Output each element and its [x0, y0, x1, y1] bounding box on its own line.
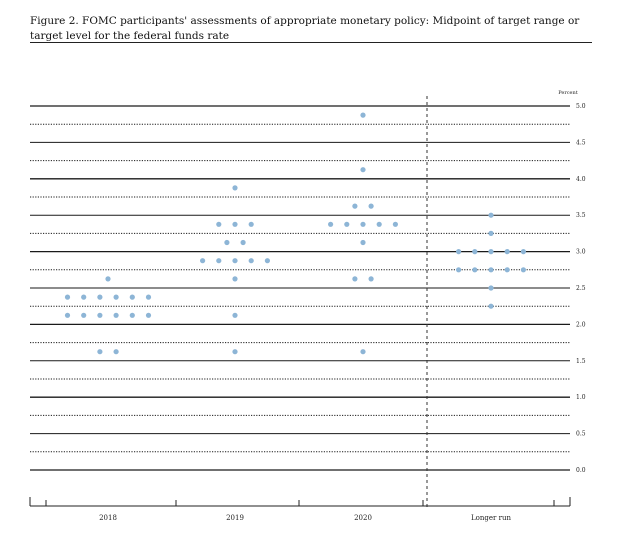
- dot-mark: [344, 221, 350, 227]
- dot-mark: [248, 221, 254, 227]
- dot-mark: [240, 239, 246, 246]
- dot-mark: [392, 221, 398, 227]
- dot-mark: [488, 230, 494, 236]
- dot-mark: [81, 312, 87, 318]
- dot-mark: [232, 349, 238, 355]
- dot-mark: [232, 312, 238, 318]
- dot-mark: [113, 312, 119, 318]
- dot-mark: [352, 276, 358, 282]
- y-tick-label: 4.0: [576, 176, 586, 183]
- figure-title-block: Figure 2. FOMC participants' assessments…: [30, 14, 590, 44]
- dot-mark: [456, 267, 462, 273]
- x-tick-label: 2019: [226, 514, 244, 522]
- dot-mark: [352, 203, 358, 209]
- dot-mark: [456, 249, 462, 255]
- y-tick-labels: 5.0 4.5 4.0 3.5 3.0 2.5 2.0 1.5 1.0 0.5 0.0: [576, 103, 586, 474]
- y-tick-label: 0.0: [576, 467, 586, 474]
- x-tick-label: 2018: [99, 514, 117, 522]
- dot-mark: [328, 221, 334, 227]
- y-tick-label: 0.5: [576, 431, 586, 438]
- y-tick-label: 5.0: [576, 103, 586, 110]
- dot-mark: [64, 312, 71, 318]
- y-tick-label: 3.0: [576, 249, 586, 256]
- x-tick-label: Longer run: [471, 514, 511, 522]
- dot-mark: [488, 249, 494, 255]
- dot-mark: [488, 303, 494, 309]
- dot-mark: [145, 294, 152, 300]
- dot-mark: [97, 312, 103, 318]
- dot-mark: [488, 267, 494, 273]
- dot-mark: [129, 294, 135, 300]
- y-tick-label: 2.0: [576, 321, 586, 328]
- dot-mark: [360, 167, 366, 173]
- x-tick-label: 2020: [354, 514, 372, 522]
- dot-mark: [368, 276, 374, 282]
- y-tick-label: 3.5: [576, 212, 586, 219]
- dot-mark: [81, 294, 87, 300]
- y-tick-label: 2.5: [576, 285, 586, 292]
- dot-mark: [504, 267, 510, 273]
- dot-mark: [472, 249, 478, 255]
- dot-mark: [232, 276, 238, 282]
- dot-mark: [200, 258, 206, 264]
- dot-mark: [520, 267, 527, 273]
- dot-mark: [224, 239, 230, 246]
- dot-mark: [360, 112, 366, 118]
- dot-mark: [472, 267, 478, 273]
- dot-mark: [248, 258, 254, 264]
- dot-mark: [113, 349, 119, 355]
- dot-mark: [360, 349, 366, 355]
- x-axis: 2018 2019 2020 Longer run: [29, 497, 571, 522]
- dot-mark: [488, 285, 494, 291]
- figure-title: Figure 2. FOMC participants' assessments…: [30, 15, 580, 42]
- dot-mark: [360, 221, 366, 227]
- dot-mark: [368, 203, 374, 209]
- dot-mark: [129, 312, 135, 318]
- dot-mark: [216, 258, 222, 264]
- y-tick-label: 1.5: [576, 358, 586, 365]
- dot-mark: [113, 294, 119, 300]
- dot-marks: [64, 112, 527, 355]
- title-rule: [30, 42, 592, 43]
- dot-mark: [216, 221, 222, 227]
- dot-mark: [105, 276, 111, 282]
- y-tick-label: 4.5: [576, 139, 586, 146]
- dot-mark: [264, 258, 270, 264]
- dot-mark: [97, 349, 103, 355]
- y-axis-label: Percent: [558, 90, 577, 96]
- dot-mark: [360, 239, 366, 246]
- dot-mark: [504, 249, 510, 255]
- y-tick-label: 1.0: [576, 394, 586, 401]
- dot-mark: [488, 212, 494, 218]
- dot-mark: [232, 258, 238, 264]
- dot-mark: [376, 221, 382, 227]
- dot-mark: [64, 294, 71, 300]
- dot-mark: [232, 185, 238, 191]
- dot-mark: [97, 294, 103, 300]
- dot-mark: [520, 249, 527, 255]
- dot-mark: [232, 221, 238, 227]
- horizontal-gridlines: [30, 105, 570, 471]
- dot-mark: [145, 312, 152, 318]
